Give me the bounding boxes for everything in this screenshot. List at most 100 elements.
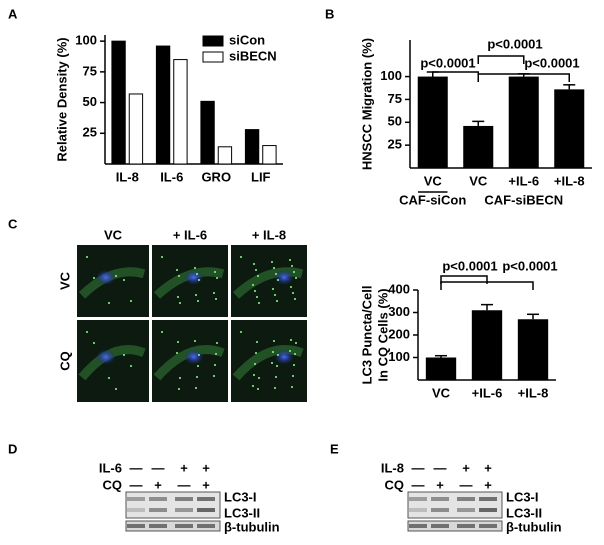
y-tick-label: 100 bbox=[380, 68, 402, 83]
p-value: p<0.0001 bbox=[420, 55, 475, 70]
y-tick-label: 50 bbox=[388, 114, 402, 129]
treatment-sign: + bbox=[154, 477, 162, 492]
bar bbox=[554, 89, 585, 168]
puncta bbox=[276, 300, 278, 302]
blot-lc3 bbox=[407, 491, 503, 519]
x-tick-label: +IL-6 bbox=[472, 385, 503, 400]
band bbox=[431, 508, 449, 512]
legend-label: siBECN bbox=[229, 48, 277, 63]
panel-label: B bbox=[325, 6, 334, 21]
micrograph bbox=[77, 320, 149, 402]
band bbox=[175, 524, 193, 528]
x-tick-label: +IL-8 bbox=[554, 173, 585, 188]
puncta bbox=[256, 296, 258, 298]
treatment-sign: — bbox=[412, 460, 425, 475]
nucleus bbox=[275, 270, 294, 285]
x-tick-label: +IL-8 bbox=[518, 385, 549, 400]
y-tick-label: 200 bbox=[388, 326, 410, 341]
puncta bbox=[290, 286, 292, 288]
treatment-sign: + bbox=[202, 477, 210, 492]
band bbox=[479, 524, 497, 528]
bar bbox=[128, 93, 144, 165]
y-tick-label: 25 bbox=[388, 137, 402, 152]
y-axis-label: HNSCC Migration (%) bbox=[359, 38, 374, 170]
puncta bbox=[290, 339, 292, 341]
puncta bbox=[161, 256, 163, 258]
blot-lc3 bbox=[125, 491, 221, 519]
error-bar bbox=[527, 313, 539, 320]
cell bbox=[232, 345, 304, 381]
row-label: CQ bbox=[57, 351, 72, 371]
band bbox=[149, 524, 167, 528]
y-tick-label: 75 bbox=[388, 91, 402, 106]
puncta bbox=[177, 296, 179, 298]
x-tick-label: VC bbox=[424, 173, 443, 188]
band bbox=[431, 497, 449, 501]
treatment-sign: — bbox=[434, 460, 447, 475]
y-tick-label: 75 bbox=[83, 63, 97, 78]
treatment-sign: + bbox=[180, 460, 188, 475]
treatment-sign: + bbox=[436, 477, 444, 492]
y-axis-label: LC3 Puncta/Cell bbox=[359, 286, 374, 385]
y-axis-label: Relative Density (%) bbox=[54, 37, 69, 161]
puncta bbox=[277, 354, 279, 356]
bar bbox=[217, 146, 233, 165]
puncta bbox=[254, 363, 256, 365]
puncta bbox=[294, 298, 296, 300]
column-label: + IL-6 bbox=[173, 227, 207, 242]
puncta bbox=[292, 292, 294, 294]
puncta bbox=[291, 386, 293, 388]
band-label: LC3-I bbox=[224, 489, 257, 504]
nucleus bbox=[96, 270, 115, 285]
band-label: β-tubulin bbox=[506, 519, 562, 534]
puncta bbox=[257, 388, 259, 390]
bar bbox=[155, 45, 171, 165]
puncta bbox=[275, 376, 277, 378]
puncta bbox=[216, 342, 218, 344]
puncta bbox=[254, 290, 256, 292]
puncta bbox=[258, 377, 260, 379]
y-axis-label: In CQ Cells (%) bbox=[375, 288, 390, 381]
error-bar bbox=[563, 84, 576, 90]
puncta bbox=[197, 300, 199, 302]
puncta bbox=[213, 292, 215, 294]
puncta bbox=[123, 354, 125, 356]
treatment-sign: + bbox=[484, 460, 492, 475]
column-label: + IL-8 bbox=[252, 227, 286, 242]
panel-label: C bbox=[8, 216, 18, 231]
nucleus bbox=[275, 349, 294, 364]
treatment-label: CQ bbox=[385, 477, 405, 492]
puncta bbox=[273, 267, 275, 269]
puncta bbox=[274, 387, 276, 389]
micrograph bbox=[231, 320, 307, 402]
significance-bracket bbox=[440, 275, 488, 284]
puncta bbox=[272, 288, 274, 290]
puncta bbox=[294, 353, 296, 355]
treatment-sign: + bbox=[202, 460, 210, 475]
puncta bbox=[93, 342, 95, 344]
y-tick-label: 25 bbox=[83, 125, 97, 140]
treatment-sign: — bbox=[130, 477, 143, 492]
puncta bbox=[179, 377, 181, 379]
puncta bbox=[93, 277, 95, 279]
error-bar bbox=[481, 303, 493, 311]
treatment-sign: + bbox=[484, 477, 492, 492]
puncta bbox=[295, 277, 297, 279]
puncta bbox=[272, 351, 274, 353]
bar bbox=[200, 100, 215, 165]
treatment-sign: — bbox=[130, 460, 143, 475]
significance-bracket bbox=[477, 55, 525, 64]
band bbox=[457, 524, 475, 528]
band bbox=[409, 508, 427, 512]
bar bbox=[244, 129, 260, 165]
puncta bbox=[253, 263, 255, 265]
treatment-label: IL-6 bbox=[99, 460, 122, 475]
puncta bbox=[214, 364, 216, 366]
band bbox=[127, 524, 145, 528]
puncta bbox=[255, 269, 257, 271]
puncta bbox=[289, 350, 291, 352]
band bbox=[175, 508, 193, 512]
puncta bbox=[240, 256, 242, 258]
puncta bbox=[293, 364, 295, 366]
